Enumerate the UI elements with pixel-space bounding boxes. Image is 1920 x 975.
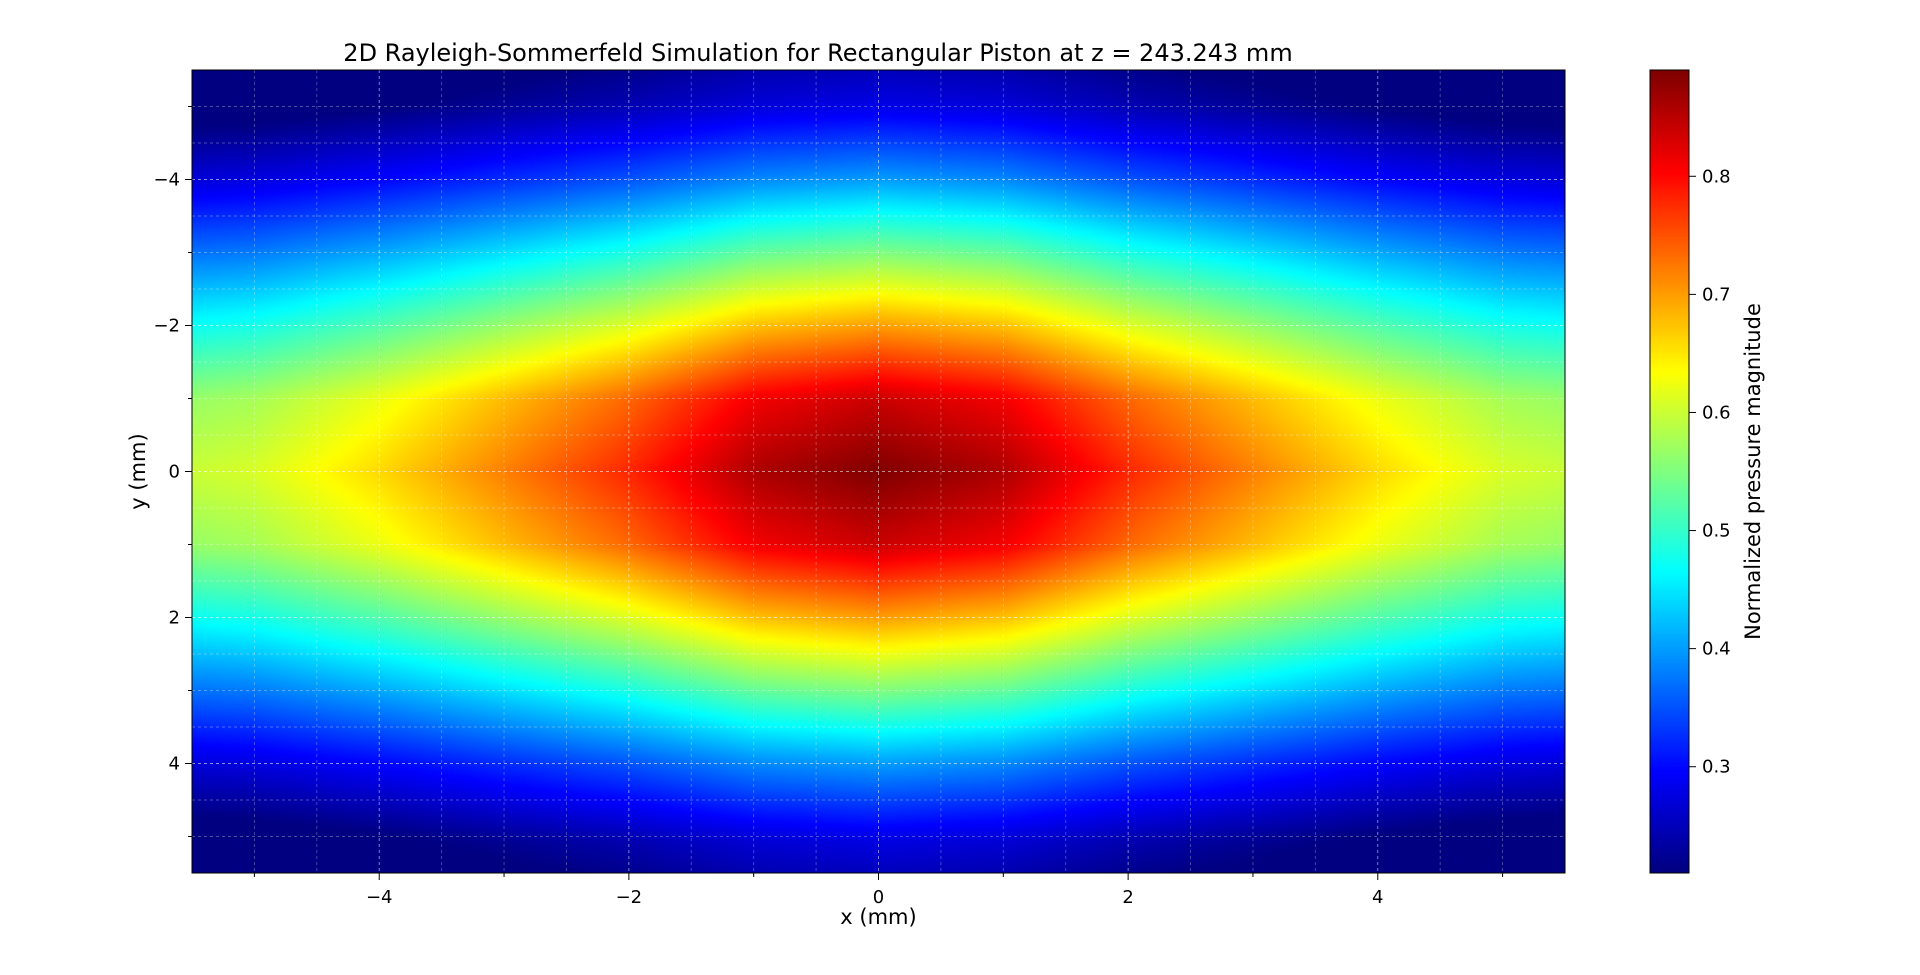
y-tick-label: −2: [153, 316, 180, 337]
y-axis: −4 −2 0 2 4: [153, 106, 192, 837]
y-tick-label: −4: [153, 170, 180, 191]
x-tick-label: −4: [366, 887, 393, 908]
y-tick-label: 4: [169, 754, 180, 775]
chart-title: 2D Rayleigh-Sommerfeld Simulation for Re…: [343, 39, 1292, 67]
colorbar-tick-label: 0.3: [1702, 757, 1731, 778]
y-tick-label: 2: [169, 608, 180, 629]
colorbar-frame: [1649, 69, 1690, 874]
colorbar-tick-label: 0.7: [1702, 284, 1731, 305]
y-axis-label: y (mm): [126, 433, 150, 509]
colorbar-tick-label: 0.8: [1702, 166, 1731, 187]
colorbar-tick-label: 0.5: [1702, 521, 1731, 542]
x-axis: −4 −2 0 2 4: [253, 873, 1504, 908]
colorbar-gradient: [1650, 70, 1689, 873]
colorbar-label: Normalized pressure magnitude: [1741, 303, 1765, 640]
colorbar-tick-label: 0.6: [1702, 402, 1731, 423]
x-tick-label: −2: [616, 887, 643, 908]
colorbar-tick-label: 0.4: [1702, 639, 1731, 660]
x-tick-label: 4: [1372, 887, 1383, 908]
grid-lines: [192, 70, 1565, 873]
x-axis-label: x (mm): [840, 905, 916, 929]
x-tick-label: 2: [1122, 887, 1133, 908]
x-tick-label: 0: [873, 887, 884, 908]
colorbar-axis: 0.3 0.4 0.5 0.6 0.7 0.8: [1689, 166, 1731, 778]
y-tick-label: 0: [169, 462, 180, 483]
